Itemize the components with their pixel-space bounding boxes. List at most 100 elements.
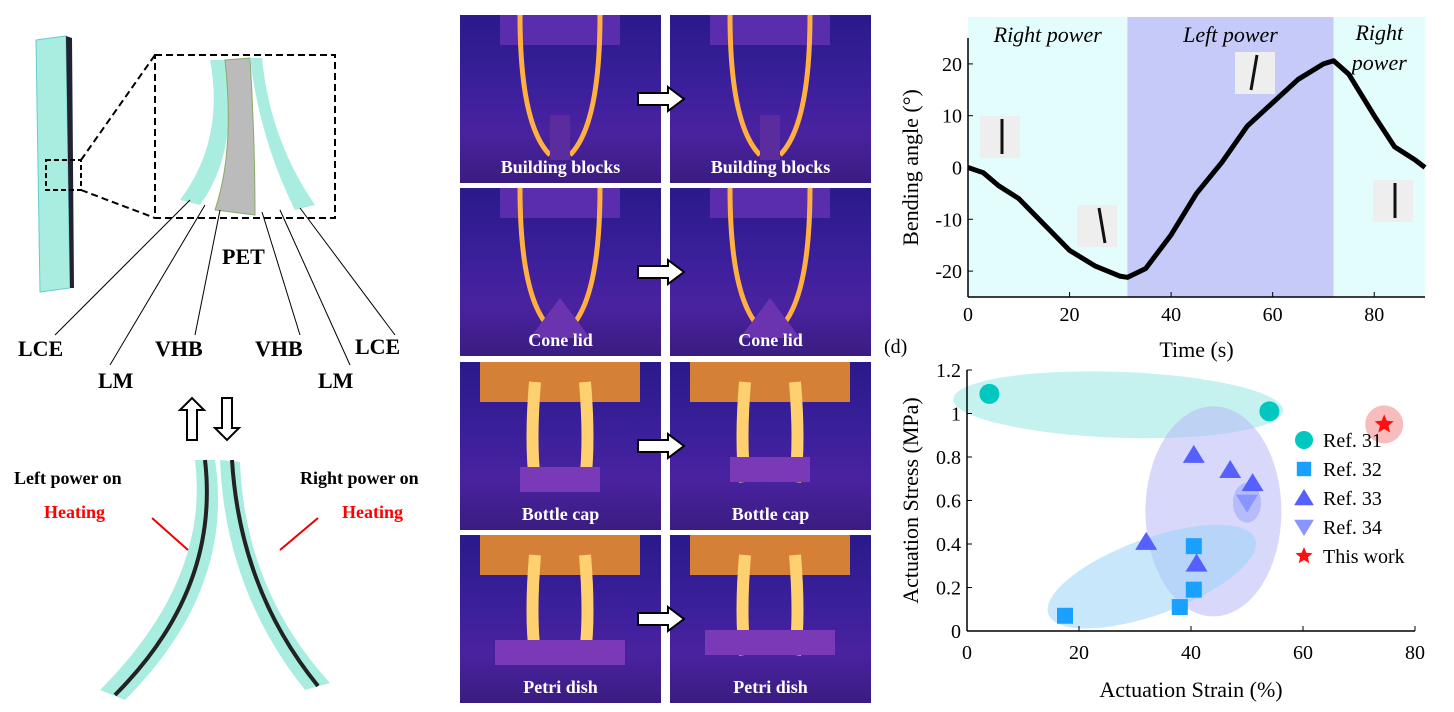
object [740,298,800,338]
thermal-image-dish-after: Petri dish [670,535,871,703]
thermal-image-cone-after: Cone lid [670,188,871,356]
actuator-illustration [35,35,396,700]
marker-triangle-up [1294,489,1314,506]
thermal-image-cone-before: Cone lid [460,188,661,356]
marker-square [1185,538,1202,555]
label-vhb-left: VHB [155,336,203,361]
label-pet: PET [222,244,265,269]
inset-photo-1 [1077,205,1117,247]
marker-square [1185,581,1202,598]
finger-right [778,15,813,157]
thermal-caption: Building blocks [710,157,831,177]
x-tick-label: 80 [1364,304,1384,326]
label-left-power-on: Left power on [14,468,122,488]
thermal-image-cap-before: Bottle cap [460,362,661,530]
finger-right [778,188,813,330]
region-label: Left power [1182,22,1278,47]
y-tick-label: 1 [951,404,961,426]
marker-triangle-up [1241,473,1264,492]
y-tick-label: 0.2 [936,578,961,600]
y-tick-label: 1.2 [936,360,961,382]
group-ellipse-ref32 [1047,524,1256,629]
legend-entry: Ref. 32 [1323,459,1382,481]
finger-right [568,188,603,330]
marker-triangle-down [1294,519,1314,536]
y-tick-label: 20 [942,54,962,76]
x-tick-label: 60 [1293,642,1313,664]
region-label-line: Right [1354,20,1404,45]
y-tick-label: 0.8 [936,447,961,469]
object [520,467,600,492]
label-right-power-on: Right power on [300,468,419,488]
thermal-caption: Petri dish [733,677,808,697]
y-tick-label: 0.4 [936,534,961,556]
object [530,298,590,338]
y-tick-label: 0 [952,158,962,180]
label-lm-right: LM [318,368,354,393]
x-axis-label: Actuation Strain (%) [1099,677,1282,702]
bending-angle-chart: Right power Left power Right power 0 20 40 60 80… [898,17,1427,362]
right-arrow-icon [637,85,686,113]
inset-strip [1097,207,1107,244]
finger-left [727,188,762,330]
marker-triangle-up [1182,444,1205,463]
zoom-box-small [45,159,82,191]
thermal-caption: Bottle cap [731,504,810,524]
stress-strain-chart: 0 20 40 60 80 0 0.2 0.4 0.6 0.8 1 1.2 Actuation Stra… [898,360,1425,702]
thermal-caption: Building blocks [500,157,621,177]
label-lce-right: LCE [355,334,401,359]
legend-entry: Ref. 33 [1323,488,1382,510]
y-tick-label: 0.6 [936,491,961,513]
marker-square [1296,461,1312,477]
thermal-image-cap-after: Bottle cap [670,362,871,530]
inset-photo-0 [980,116,1020,158]
marker-circle [979,383,1000,404]
finger-left [517,15,552,157]
finger-right [568,15,603,157]
thermal-image-blocks-before: Building blocks [460,15,661,183]
y-axis-label: Bending angle (°) [898,89,923,246]
object [730,457,810,482]
inset-photo-3 [1373,180,1413,222]
marker-triangle-up [1135,531,1158,550]
marker-star [1295,547,1313,564]
marker-circle [1259,401,1280,422]
y-tick-label: -10 [935,209,962,231]
inset-strip [1249,54,1259,91]
arrow-shape [637,258,686,286]
object [760,115,780,160]
gripper-base [690,362,850,402]
down-arrow-icon [212,397,242,442]
region-label: Right power [993,22,1103,47]
zoom-box-large [154,54,336,219]
x-tick-label: 40 [1181,642,1201,664]
region-label: Right power [1350,20,1407,75]
legend-entry: Ref. 34 [1323,517,1382,539]
panel-label-d: (d) [884,336,908,358]
marker-triangle-up [1219,460,1242,479]
arrow-shape [637,85,686,113]
y-tick-label: -20 [935,261,962,283]
x-tick-label: 80 [1405,642,1425,664]
x-tick-label: 0 [962,642,972,664]
label-heating-right: Heating [342,502,403,522]
label-lce-left: LCE [18,336,64,361]
marker-circle [1295,431,1313,449]
label-lm-left: LM [98,368,134,393]
region-label-line: power [1350,50,1407,75]
bending-angle-line [967,58,1427,280]
y-tick-label: 0 [951,621,961,643]
gripper-base [690,535,850,575]
x-tick-label: 40 [1161,304,1181,326]
arrow-shape [637,432,686,460]
x-tick-label: 20 [1060,304,1080,326]
strip-edge [66,36,74,288]
actuator-strip [35,35,71,293]
marker-star [1374,414,1394,433]
legend-entry: Ref. 31 [1323,430,1382,452]
thermal-image-dish-before: Petri dish [460,535,661,703]
thermal-image-blocks-after: Building blocks [670,15,871,183]
gripper-base [480,535,640,575]
up-arrow-icon [177,396,207,441]
